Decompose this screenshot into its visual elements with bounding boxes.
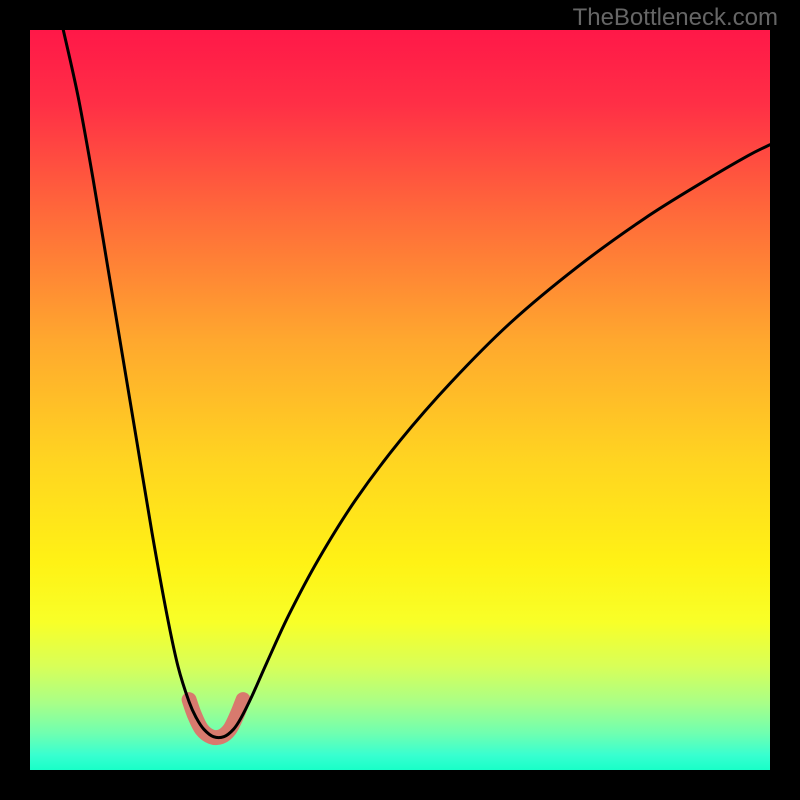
curve-layer — [30, 30, 770, 770]
plot-area — [30, 30, 770, 770]
chart-container: TheBottleneck.com — [0, 0, 800, 800]
main-curve — [63, 30, 770, 738]
watermark-text: TheBottleneck.com — [573, 4, 778, 32]
